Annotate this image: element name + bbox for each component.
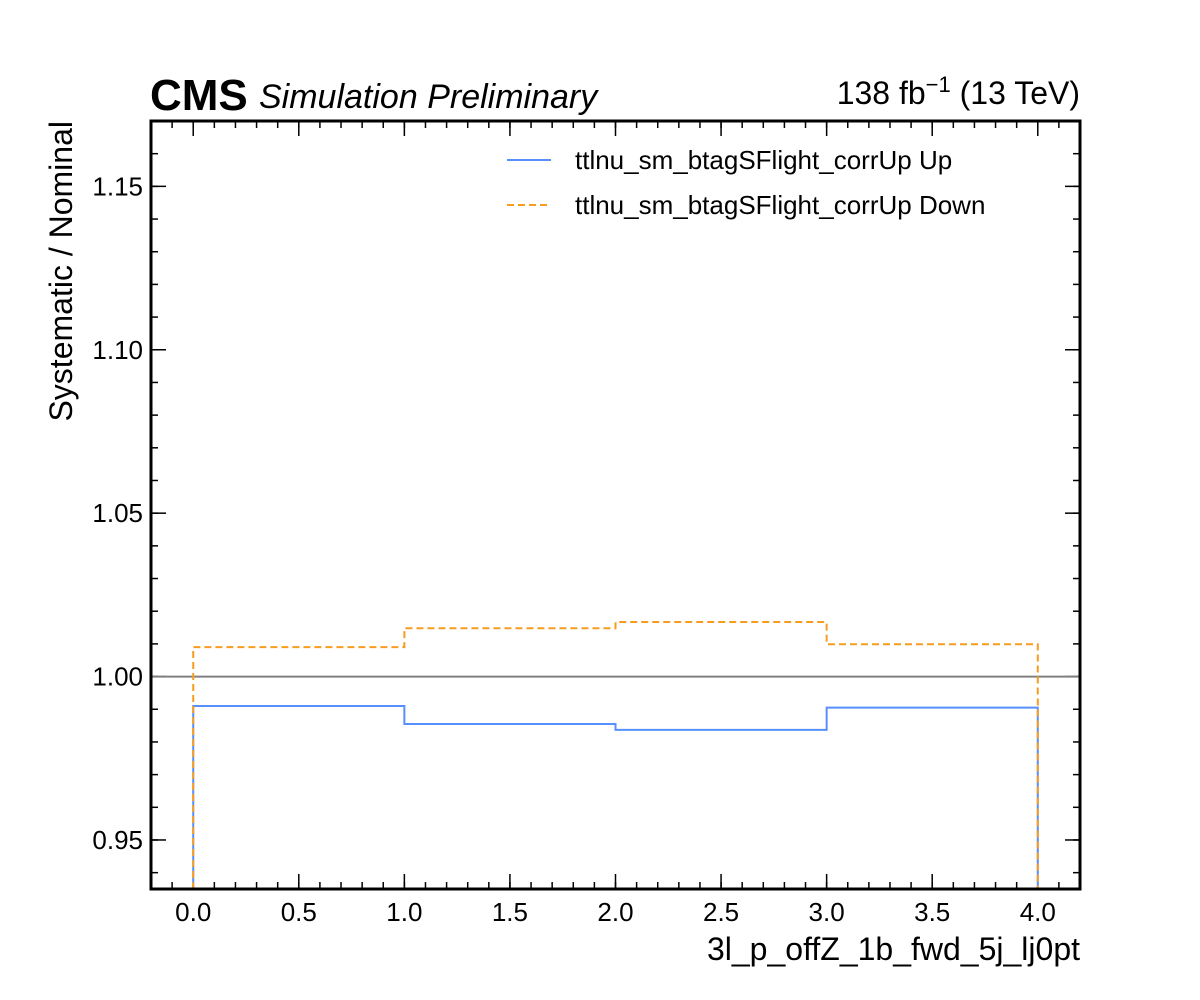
tick-labels: 0.0 0.5 1.0 1.5 2.0 2.5 3.0 3.5 4.0 0.95 1.00 1.05 1…	[92, 171, 1055, 927]
y-tick-label: 1.05	[92, 498, 143, 528]
x-tick-label: 1.0	[386, 897, 422, 927]
minor-ticks	[150, 120, 1081, 889]
plot-frame	[149, 119, 1082, 891]
series-down-line	[192, 620, 1039, 889]
series-group	[192, 620, 1039, 889]
x-tick-label: 1.5	[492, 897, 528, 927]
legend: ttlnu_sm_btagSFlight_corrUp Up ttlnu_sm_…	[507, 145, 985, 220]
legend-label-up: ttlnu_sm_btagSFlight_corrUp Up	[575, 145, 952, 175]
status-label: Simulation Preliminary	[259, 78, 599, 116]
y-tick-label: 0.95	[92, 825, 143, 855]
x-tick-label: 0.0	[175, 897, 211, 927]
x-tick-label: 2.5	[703, 897, 739, 927]
luminosity-label: 138 fb−1 (13 TeV)	[837, 72, 1080, 111]
x-axis-label: 3l_p_offZ_1b_fwd_5j_lj0pt	[707, 931, 1080, 967]
series-up-line	[192, 704, 1039, 889]
y-tick-label: 1.15	[92, 171, 143, 201]
x-tick-label: 4.0	[1020, 897, 1056, 927]
y-tick-label: 1.00	[92, 662, 143, 692]
major-ticks	[151, 121, 1080, 889]
legend-label-down: ttlnu_sm_btagSFlight_corrUp Down	[575, 190, 985, 220]
x-tick-label: 0.5	[281, 897, 317, 927]
x-tick-label: 3.0	[809, 897, 845, 927]
y-axis-label: Systematic / Nominal	[43, 121, 79, 422]
x-tick-label: 2.0	[597, 897, 633, 927]
y-tick-label: 1.10	[92, 335, 143, 365]
x-tick-label: 3.5	[914, 897, 950, 927]
experiment-label: CMS	[150, 71, 248, 120]
